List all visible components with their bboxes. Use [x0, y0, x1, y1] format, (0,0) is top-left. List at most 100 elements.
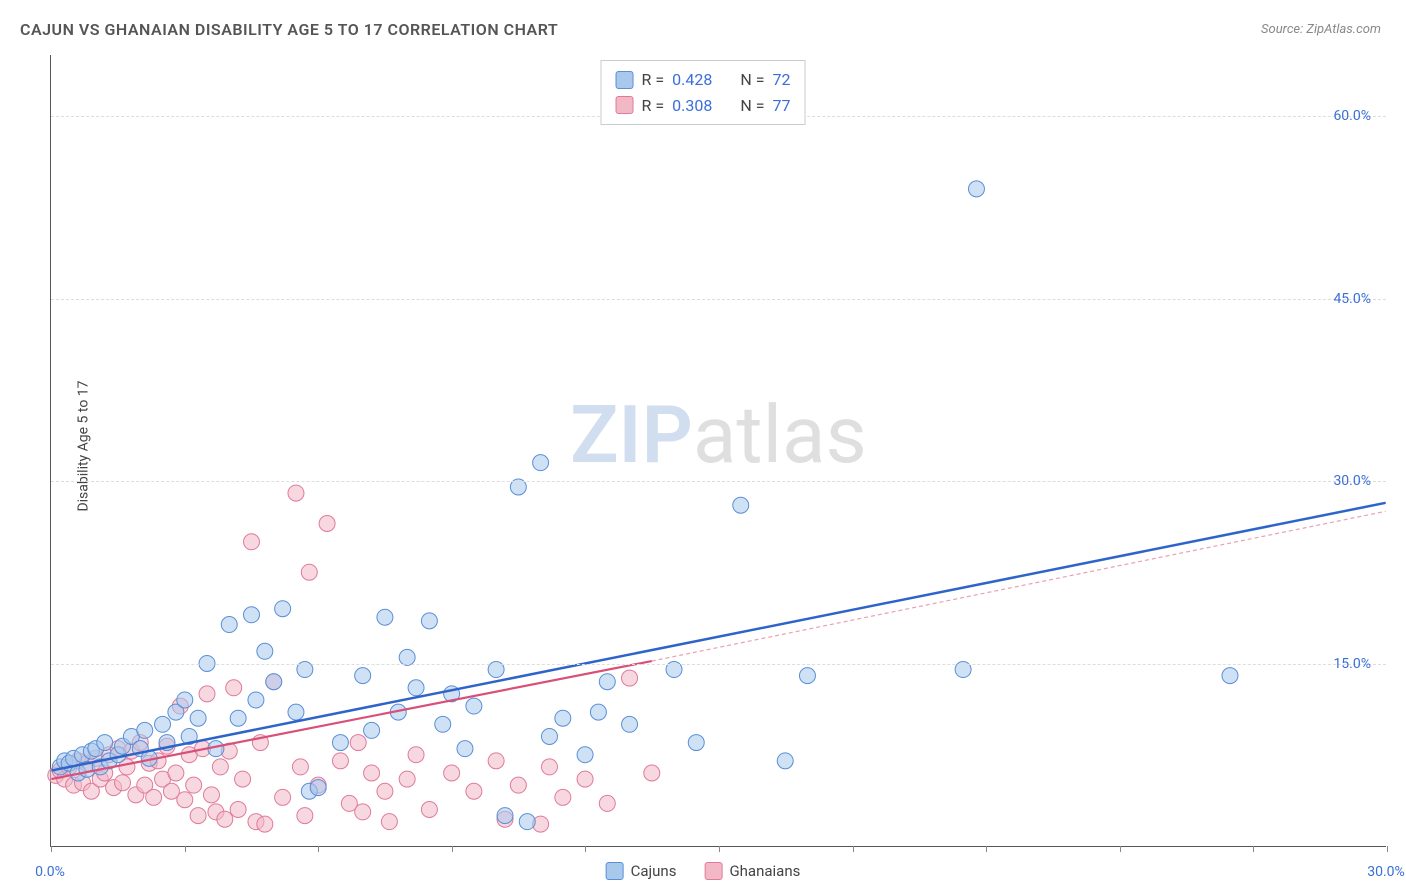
data-point: [1222, 668, 1238, 684]
data-point: [355, 668, 371, 684]
data-point: [212, 759, 228, 775]
data-point: [217, 811, 233, 827]
data-point: [577, 771, 593, 787]
data-point: [466, 698, 482, 714]
scatter-plot-svg: [51, 55, 1386, 846]
legend-label: Cajuns: [631, 862, 677, 880]
data-point: [408, 680, 424, 696]
data-point: [230, 802, 246, 818]
data-point: [541, 728, 557, 744]
data-point: [519, 814, 535, 830]
data-point: [235, 771, 251, 787]
data-point: [226, 680, 242, 696]
chart-plot-area: ZIPatlas 15.0%30.0%45.0%60.0%: [50, 55, 1386, 847]
data-point: [364, 722, 380, 738]
gridline: [51, 664, 1386, 665]
source-attribution: Source: ZipAtlas.com: [1261, 22, 1381, 37]
data-point: [644, 765, 660, 781]
data-point: [97, 735, 113, 751]
data-point: [457, 741, 473, 757]
data-point: [399, 771, 415, 787]
data-point: [221, 617, 237, 633]
data-point: [248, 692, 264, 708]
data-point: [350, 735, 366, 751]
data-point: [310, 780, 326, 796]
data-point: [599, 674, 615, 690]
legend-swatch: [616, 96, 634, 114]
data-point: [577, 747, 593, 763]
data-point: [364, 765, 380, 781]
trend-line: [652, 511, 1386, 661]
data-point: [177, 792, 193, 808]
data-point: [137, 722, 153, 738]
x-tick-label: 30.0%: [1367, 864, 1405, 880]
legend-swatch: [606, 862, 624, 880]
data-point: [590, 704, 606, 720]
data-point: [301, 564, 317, 580]
data-point: [555, 789, 571, 805]
data-point: [257, 816, 273, 832]
data-point: [186, 777, 202, 793]
x-tick: [986, 846, 987, 852]
data-point: [203, 787, 219, 803]
data-point: [190, 808, 206, 824]
data-point: [275, 789, 291, 805]
data-point: [599, 795, 615, 811]
data-point: [190, 710, 206, 726]
data-point: [541, 759, 557, 775]
data-point: [622, 716, 638, 732]
data-point: [435, 716, 451, 732]
data-point: [497, 808, 513, 824]
x-tick: [719, 846, 720, 852]
legend-r-value: 0.428: [672, 67, 712, 93]
y-tick-label: 45.0%: [1333, 291, 1371, 307]
data-point: [444, 765, 460, 781]
data-point: [244, 607, 260, 623]
legend-label: Ghanaians: [729, 862, 800, 880]
data-point: [377, 609, 393, 625]
x-tick: [1387, 846, 1388, 852]
data-point: [292, 759, 308, 775]
data-point: [115, 775, 131, 791]
x-tick: [452, 846, 453, 852]
correlation-legend: R =0.428N =72R =0.308N =77: [601, 60, 806, 125]
data-point: [622, 670, 638, 686]
legend-item: Ghanaians: [704, 862, 800, 880]
data-point: [733, 497, 749, 513]
x-tick: [51, 846, 52, 852]
data-point: [381, 814, 397, 830]
data-point: [399, 649, 415, 665]
data-point: [332, 753, 348, 769]
data-point: [777, 753, 793, 769]
data-point: [288, 704, 304, 720]
legend-row: R =0.428N =72: [616, 67, 791, 93]
data-point: [257, 643, 273, 659]
data-point: [377, 783, 393, 799]
series-legend: Cajuns Ghanaians: [606, 862, 801, 880]
data-point: [968, 181, 984, 197]
data-point: [266, 674, 282, 690]
x-tick: [185, 846, 186, 852]
legend-n-value: 72: [772, 67, 790, 93]
chart-title: CAJUN VS GHANAIAN DISABILITY AGE 5 TO 17…: [20, 20, 558, 39]
data-point: [421, 613, 437, 629]
data-point: [244, 534, 260, 550]
legend-n-value: 77: [772, 93, 790, 119]
data-point: [199, 686, 215, 702]
y-tick-label: 30.0%: [1333, 473, 1371, 489]
x-tick: [318, 846, 319, 852]
data-point: [466, 783, 482, 799]
data-point: [177, 692, 193, 708]
x-tick: [853, 846, 854, 852]
legend-swatch: [704, 862, 722, 880]
data-point: [488, 753, 504, 769]
data-point: [421, 802, 437, 818]
data-point: [168, 765, 184, 781]
legend-n-label: N =: [740, 93, 764, 119]
legend-n-label: N =: [740, 67, 764, 93]
data-point: [146, 789, 162, 805]
data-point: [230, 710, 246, 726]
data-point: [555, 710, 571, 726]
x-tick-label: 0.0%: [35, 864, 65, 880]
data-point: [297, 808, 313, 824]
